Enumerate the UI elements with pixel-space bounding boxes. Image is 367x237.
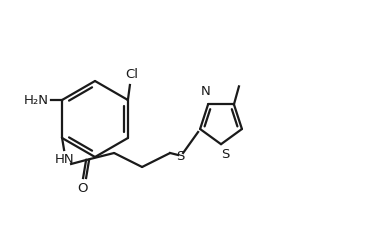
Text: HN: HN — [54, 153, 74, 166]
Text: H₂N: H₂N — [24, 94, 49, 106]
Text: O: O — [77, 182, 87, 195]
Text: N: N — [201, 85, 211, 98]
Text: Cl: Cl — [126, 68, 138, 81]
Text: S: S — [176, 150, 184, 164]
Text: S: S — [221, 148, 229, 161]
